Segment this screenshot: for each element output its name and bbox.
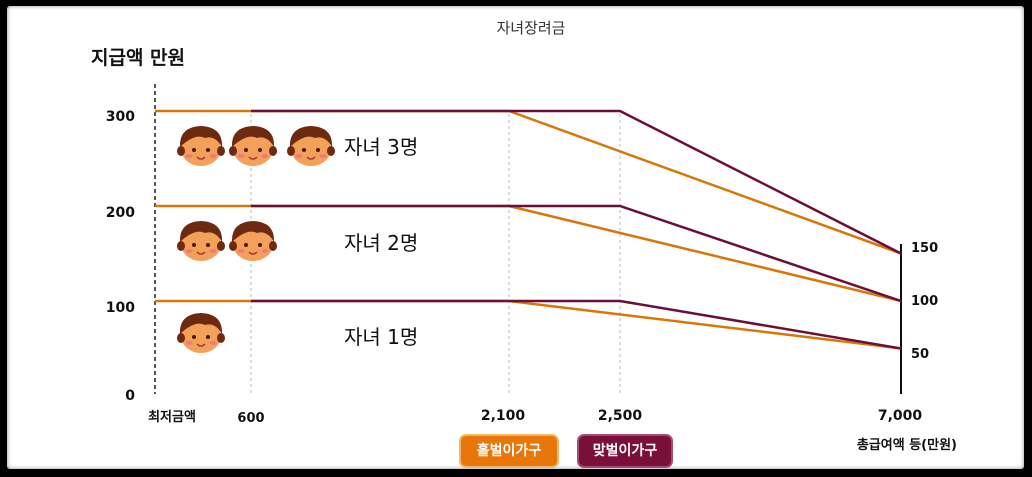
y-tick-300: 300 — [106, 109, 135, 125]
series-lines — [155, 109, 902, 350]
legend-single-income[interactable]: 홑벌이가구 — [459, 434, 559, 468]
x-tick-2500: 2,500 — [598, 408, 643, 424]
x-tick-600: 600 — [237, 411, 264, 426]
dual-income-line-1-children — [251, 299, 902, 350]
annotation-1-child: 자녀 1명 — [344, 325, 418, 349]
legend-dual-income[interactable]: 맞벌이가구 — [577, 434, 673, 468]
chart-frame: 자녀장려금 지급액 만원 300 200 100 0 150 100 50 최저… — [7, 6, 1024, 469]
annotation-2-children: 자녀 2명 — [344, 231, 418, 255]
single-income-line-1-children — [155, 299, 902, 350]
child-face-icon — [176, 220, 226, 262]
child-face-icon — [176, 312, 226, 354]
x-tick-7000: 7,000 — [878, 408, 923, 424]
chart-svg: 자녀장려금 지급액 만원 300 200 100 0 150 100 50 최저… — [91, 19, 957, 453]
legend-dual-income-label: 맞벌이가구 — [592, 443, 658, 459]
y-tick-100: 100 — [106, 300, 135, 316]
right-tick-50: 50 — [911, 347, 929, 362]
x-tick-min: 최저금액 — [148, 410, 196, 425]
right-tick-100: 100 — [911, 294, 938, 309]
child-face-icon — [228, 220, 278, 262]
annotation-3-children: 자녀 3명 — [344, 135, 418, 159]
child-face-icon — [228, 125, 278, 167]
y-tick-200: 200 — [106, 205, 135, 221]
x-axis-title: 총급여액 등(만원) — [857, 437, 957, 453]
child-face-icon — [176, 125, 226, 167]
y-tick-0: 0 — [125, 388, 135, 404]
legend-single-income-label: 홑벌이가구 — [476, 443, 542, 459]
chart-title: 자녀장려금 — [496, 19, 565, 37]
y-axis-title: 지급액 만원 — [91, 47, 185, 69]
x-tick-2100: 2,100 — [481, 408, 526, 424]
child-face-icon — [286, 125, 336, 167]
dual-income-line-3-children — [251, 109, 902, 255]
dual-income-line-2-children — [251, 204, 902, 303]
right-tick-150: 150 — [911, 241, 938, 256]
